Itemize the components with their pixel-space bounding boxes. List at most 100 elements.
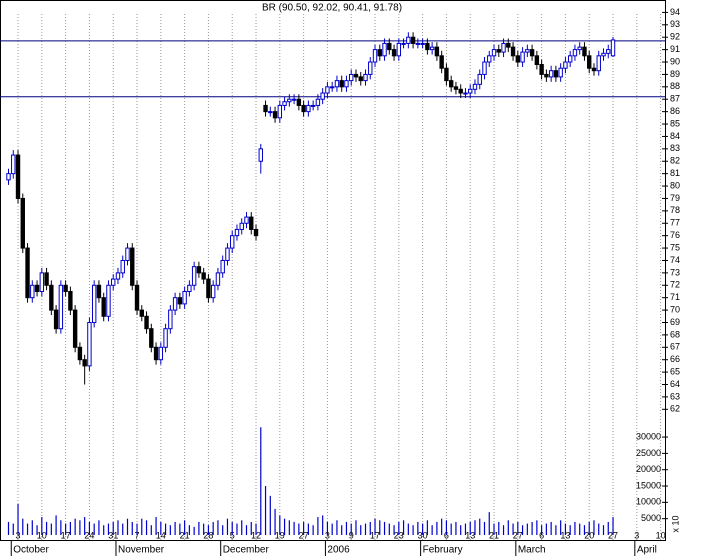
y-tick-label: 86	[670, 106, 680, 116]
candle-body	[11, 154, 16, 175]
x-tick-label: 13	[560, 530, 570, 540]
candle-body	[534, 55, 540, 65]
y-tick-label: 78	[670, 205, 680, 215]
candle-body	[63, 284, 68, 292]
y-tick-label: 81	[670, 168, 680, 178]
candle-body	[34, 284, 40, 292]
y-tick-label: 91	[670, 44, 680, 54]
candle-body	[329, 86, 335, 89]
candle-body	[448, 80, 454, 88]
candle-body	[458, 88, 463, 94]
candle-body	[525, 49, 530, 53]
candle-body	[410, 36, 416, 44]
candle-body	[501, 42, 506, 53]
candle-body	[325, 86, 330, 94]
candle-body	[468, 88, 473, 94]
x-tick-label: 31	[108, 530, 118, 540]
candle-body	[120, 259, 125, 274]
candle-body	[363, 73, 368, 82]
candle-body	[415, 42, 421, 45]
candle-body	[296, 98, 302, 106]
candle-body	[253, 228, 259, 237]
candle-body	[215, 272, 221, 286]
candle-body	[263, 104, 268, 113]
candle-body	[291, 98, 297, 101]
candle-body	[463, 92, 468, 95]
candle-body	[434, 46, 440, 57]
candle-body	[149, 328, 154, 348]
x-tick-label: 17	[61, 530, 71, 540]
candle-body	[344, 80, 349, 88]
plot-frame	[0, 0, 666, 541]
candle-body	[163, 328, 168, 348]
candle-body	[444, 67, 449, 82]
candle-body	[391, 49, 397, 57]
x-tick-label: 19	[275, 530, 285, 540]
candle-body	[372, 49, 378, 63]
candle-body	[482, 61, 487, 75]
candle-body	[496, 49, 501, 53]
candle-body	[353, 73, 359, 78]
candle-body	[258, 148, 263, 162]
candle-body	[168, 309, 173, 330]
y-tick-label: 73	[670, 267, 680, 277]
y-tick-label: 83	[670, 143, 680, 153]
candle-body	[201, 272, 206, 280]
candle-body	[87, 321, 92, 367]
candle-body	[587, 55, 592, 69]
y-tick-label: 72	[670, 280, 680, 290]
y-tick-label: 82	[670, 156, 680, 166]
candle-body	[358, 76, 363, 82]
candle-body	[187, 284, 192, 292]
candle-body	[53, 309, 59, 330]
x-tick-label: 21	[489, 530, 499, 540]
candle-body	[334, 80, 340, 88]
chart-title: BR (90.50, 92.02, 90.41, 91.78)	[262, 3, 402, 14]
candle-body	[349, 73, 354, 82]
candle-body	[210, 284, 216, 299]
x-tick-label: 27	[299, 530, 309, 540]
volume-tick-label: 20000	[636, 464, 661, 474]
candle-body	[244, 216, 249, 224]
y-tick-label: 66	[670, 354, 680, 364]
y-tick-label: 67	[670, 342, 680, 352]
x-tick-label: 6	[444, 530, 449, 540]
candle-body	[234, 228, 240, 237]
y-tick-label: 75	[670, 242, 680, 252]
candle-body	[58, 284, 64, 330]
candle-body	[567, 55, 573, 63]
volume-tick-label: 30000	[636, 431, 661, 441]
candle-body	[601, 52, 606, 57]
candle-body	[368, 61, 373, 75]
y-tick-label: 89	[670, 69, 680, 79]
y-tick-label: 70	[670, 304, 680, 314]
candle-body	[487, 55, 492, 63]
candle-body	[172, 297, 178, 311]
month-label: April	[637, 545, 657, 556]
candle-body	[577, 46, 582, 51]
candle-body	[406, 36, 411, 44]
volume-tick-label: 5000	[641, 513, 661, 523]
candle-body	[282, 101, 287, 106]
candle-body	[320, 92, 325, 100]
candle-body	[182, 290, 187, 305]
candle-body	[115, 272, 121, 280]
candle-body	[544, 73, 549, 78]
candle-body	[225, 247, 230, 261]
y-tick-label: 74	[670, 255, 680, 265]
volume-tick-label: 25000	[636, 448, 661, 458]
candle-body	[144, 315, 149, 330]
candle-body	[610, 39, 616, 57]
candle-body	[39, 272, 45, 292]
x-tick-label: 17	[370, 530, 380, 540]
candle-body	[529, 49, 535, 57]
y-tick-label: 76	[670, 230, 680, 240]
candle-body	[82, 359, 87, 367]
candle-body	[106, 284, 111, 317]
candle-body	[596, 55, 601, 72]
candle-body	[249, 216, 254, 230]
x-tick-label: 14	[156, 530, 166, 540]
x-tick-label: 27	[513, 530, 523, 540]
x-tick-label: 27	[608, 530, 618, 540]
